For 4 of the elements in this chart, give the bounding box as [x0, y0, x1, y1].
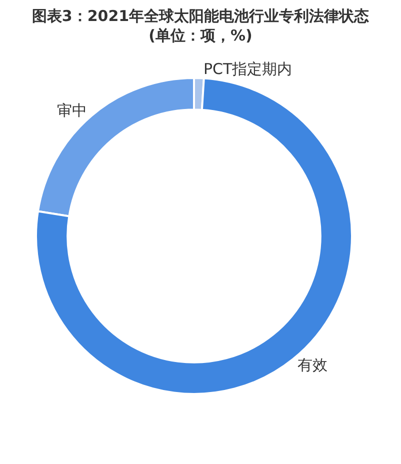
- chart-title: 图表3：2021年全球太阳能电池行业专利法律状态 (单位：项，%): [32, 6, 370, 44]
- slice-label: 有效: [297, 356, 328, 374]
- slice-label: 审中: [56, 102, 87, 120]
- slice-label: PCT指定期内: [203, 60, 292, 78]
